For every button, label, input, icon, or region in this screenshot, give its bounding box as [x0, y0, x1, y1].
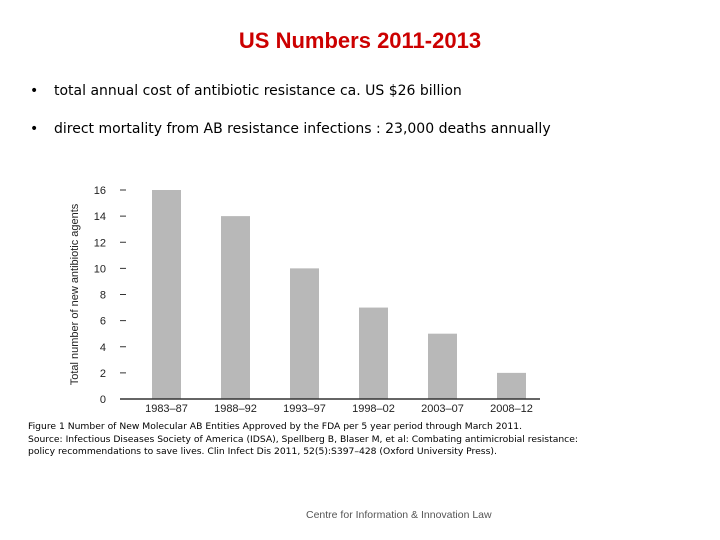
y-tick-label: 4 — [100, 342, 106, 354]
x-tick-label: 1998–02 — [352, 403, 395, 415]
bar-5 — [428, 333, 457, 399]
y-tick-label: 8 — [100, 290, 106, 302]
x-tick-label: 1993–97 — [283, 403, 326, 415]
bar-6 — [497, 372, 526, 399]
bar-4 — [359, 307, 388, 399]
bullet-text: total annual cost of antibiotic resistan… — [54, 83, 462, 99]
caption-line-3: policy recommendations to save lives. Cl… — [28, 446, 497, 457]
y-axis-title-group: Total number of new antibiotic agents — [69, 203, 81, 385]
y-tick-label: 16 — [94, 185, 106, 197]
bar-3 — [290, 268, 319, 399]
y-tick-label: 12 — [94, 237, 106, 249]
bullet-marker: • — [30, 121, 39, 137]
bar-1 — [152, 190, 181, 399]
x-tick-label: 2008–12 — [490, 403, 533, 415]
bar-chart: Total number of new antibiotic agents 0 2… — [69, 185, 540, 415]
y-tick-label: 6 — [100, 316, 106, 328]
y-tick-label: 2 — [100, 368, 106, 380]
caption-line-2: Source: Infectious Diseases Society of A… — [28, 433, 578, 445]
x-tick-label: 2003–07 — [421, 403, 464, 415]
figure-caption: Figure 1 Number of New Molecular AB Enti… — [28, 421, 708, 459]
bar-2 — [221, 216, 250, 399]
bars-group — [152, 190, 526, 399]
x-ticks-group: 1983–87 1988–92 1993–97 1998–02 2003–07 2008–… — [145, 403, 533, 415]
y-ticks-group: 0 2 4 6 8 10 12 14 16 — [94, 185, 126, 406]
y-axis-title: Total number of new antibiotic agents — [69, 203, 81, 385]
bullet-mortality: • direct mortality from AB resistance inf… — [30, 121, 551, 137]
slide-title: US Numbers 2011-2013 — [238, 28, 482, 53]
bullet-cost: • total annual cost of antibiotic resista… — [30, 83, 462, 99]
x-tick-label: 1983–87 — [145, 403, 188, 415]
bullet-text: direct mortality from AB resistance infe… — [54, 121, 551, 137]
y-tick-label: 14 — [94, 211, 106, 223]
bullet-marker: • — [30, 83, 39, 99]
caption-line-1: Figure 1 Number of New Molecular AB Enti… — [28, 421, 522, 432]
footer-credit: Centre for Information & Innovation Law — [306, 509, 492, 521]
y-tick-label: 0 — [100, 394, 106, 406]
x-tick-label: 1988–92 — [214, 403, 257, 415]
y-tick-label: 10 — [94, 263, 106, 275]
